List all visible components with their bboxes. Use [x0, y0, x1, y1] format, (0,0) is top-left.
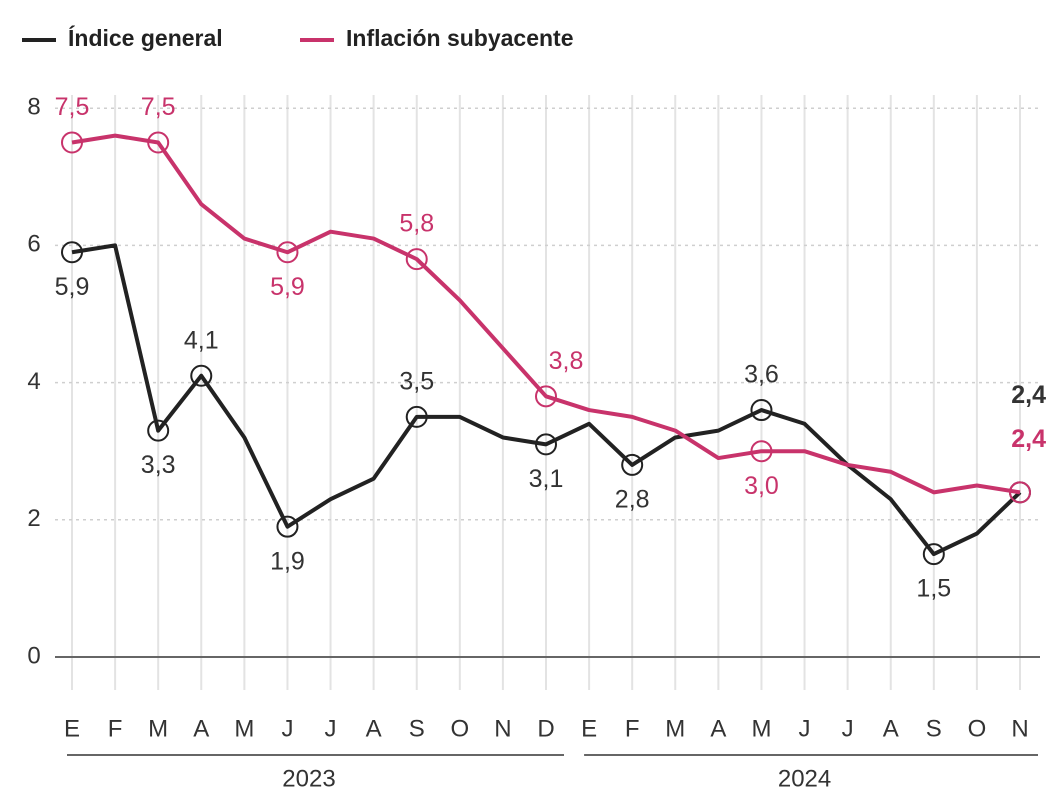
point-marker: [147, 131, 170, 154]
series-line: [71, 243, 1022, 557]
data-label: 1,5: [916, 575, 951, 603]
data-label: 4,1: [184, 326, 219, 354]
data-label: 7,5: [141, 93, 176, 121]
data-label: 3,3: [141, 451, 176, 479]
data-label: 5,8: [399, 210, 434, 238]
x-tick-label: M: [665, 715, 685, 742]
point-marker: [405, 248, 428, 271]
point-marker: [61, 241, 83, 264]
y-tick-label: 4: [27, 368, 40, 395]
y-tick-label: 8: [27, 94, 40, 121]
data-label: 2,4: [1011, 425, 1046, 453]
x-tick-label: J: [799, 715, 811, 742]
y-tick-label: 0: [27, 642, 40, 669]
point-marker: [147, 419, 170, 442]
point-marker: [276, 515, 299, 538]
x-tick-label: J: [842, 715, 854, 742]
x-tick-label: F: [625, 715, 640, 742]
data-label: 5,9: [270, 273, 305, 301]
point-marker: [535, 385, 557, 408]
point-marker: [1009, 481, 1031, 504]
data-label: 1,9: [270, 547, 305, 575]
legend-label: Índice general: [68, 24, 223, 51]
data-label: 3,0: [744, 472, 779, 500]
x-tick-label: M: [751, 715, 771, 742]
x-tick-label: A: [193, 715, 209, 742]
x-tick-label: E: [64, 715, 80, 742]
year-label: 2024: [778, 765, 831, 792]
x-tick-label: O: [450, 715, 469, 742]
legend-label: Inflación subyacente: [346, 25, 574, 51]
point-marker: [621, 453, 644, 476]
data-label: 5,9: [55, 273, 90, 301]
data-label: 3,8: [549, 347, 584, 375]
x-tick-label: S: [409, 715, 425, 742]
x-tick-label: M: [148, 715, 168, 742]
x-tick-label: N: [1011, 715, 1028, 742]
data-label: 3,6: [744, 361, 779, 389]
point-marker: [750, 399, 773, 422]
x-tick-label: O: [968, 715, 987, 742]
point-marker: [405, 405, 428, 428]
x-tick-label: A: [366, 715, 382, 742]
data-label: 2,8: [615, 486, 650, 514]
y-tick-label: 2: [27, 505, 40, 532]
series-line: [71, 133, 1021, 495]
point-marker: [750, 440, 773, 463]
point-marker: [190, 364, 213, 387]
x-tick-label: F: [108, 715, 123, 742]
x-tick-label: M: [234, 715, 254, 742]
x-tick-label: S: [926, 715, 942, 742]
year-label: 2023: [282, 765, 335, 792]
point-marker: [535, 433, 557, 456]
x-tick-label: E: [581, 715, 597, 742]
data-label: 3,1: [529, 465, 564, 493]
x-tick-label: A: [710, 715, 726, 742]
point-marker: [922, 543, 945, 566]
data-label: 3,5: [399, 368, 434, 396]
x-tick-label: J: [325, 715, 337, 742]
data-label: 7,5: [55, 93, 90, 121]
x-tick-label: J: [281, 715, 293, 742]
x-tick-label: A: [883, 715, 899, 742]
x-tick-label: N: [494, 715, 511, 742]
x-tick-label: D: [537, 715, 554, 742]
data-label: 2,4: [1011, 381, 1046, 409]
point-marker: [276, 241, 299, 264]
point-marker: [61, 131, 83, 154]
y-tick-label: 6: [27, 231, 40, 258]
